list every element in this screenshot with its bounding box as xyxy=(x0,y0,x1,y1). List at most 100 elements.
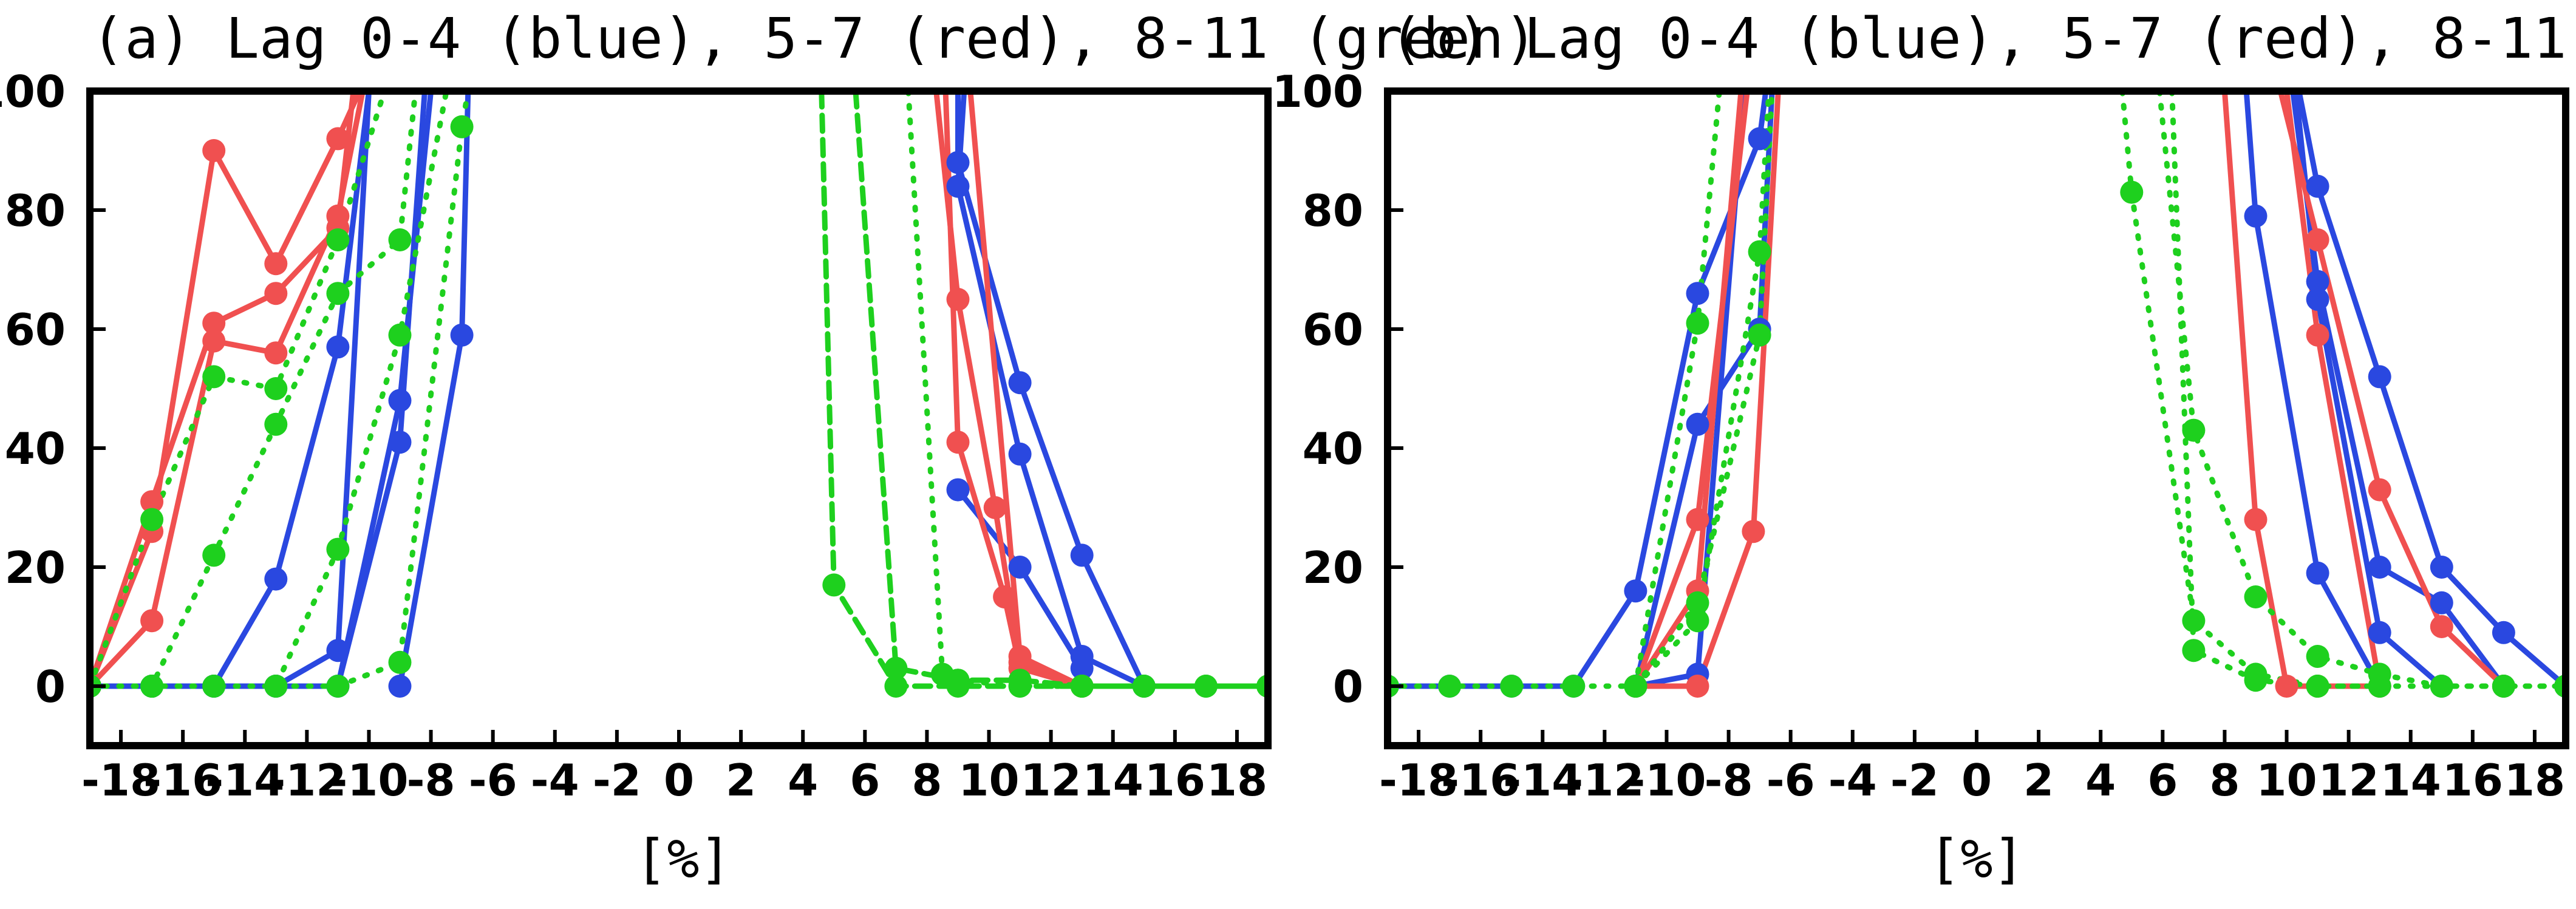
panel-a-point-green-6-1 xyxy=(884,656,908,680)
panel-a-point-green-7-2 xyxy=(946,669,970,692)
panel-a-series-group xyxy=(90,91,1268,698)
panel-b-xtick-label: 4 xyxy=(2085,755,2116,806)
panel-b-title: (b) Lag 0-4 (blue), 5-7 (red), 8-11 (gre… xyxy=(1389,6,2576,71)
panel-a-point-red-1-1 xyxy=(140,490,164,514)
panel-b-point-blue-4-2 xyxy=(2368,365,2391,389)
panel-b-series-group xyxy=(1388,91,2566,698)
panel-b-xtick-label: -2 xyxy=(1890,755,1939,806)
panel-b-ytick-label: 40 xyxy=(1303,423,1363,474)
panel-a-point-green-7-4 xyxy=(1070,675,1094,698)
panel-b-point-green-1-3 xyxy=(1562,675,1586,698)
panel-b-ytick-label: 100 xyxy=(1272,66,1363,117)
panel-b-point-green-3-0 xyxy=(1624,675,1647,698)
panel-a-point-blue-8-2 xyxy=(1070,656,1094,680)
panel-a-point-green-4-3 xyxy=(264,675,288,698)
panel-b-point-green-4-1 xyxy=(2120,180,2144,204)
panel-a-ytick-label: 100 xyxy=(0,66,66,117)
panel-a-series-line-red-2 xyxy=(90,91,363,689)
panel-b-point-red-4-3 xyxy=(2430,615,2453,638)
panel-b-point-red-6-2 xyxy=(2275,675,2298,698)
panel-b-ytick-label: 20 xyxy=(1303,542,1363,593)
panel-b-point-green-4-2 xyxy=(2182,609,2206,633)
panel-b-point-blue-6-3 xyxy=(2430,591,2453,615)
panel-a-series-line-blue-4 xyxy=(211,91,434,689)
panel-a-point-red-5-1 xyxy=(946,431,970,454)
panel-b-point-green-3-1 xyxy=(1686,591,1709,615)
panel-a-point-red-1-3 xyxy=(264,282,288,305)
panel-a-xtick-label: 14 xyxy=(1083,755,1143,806)
panel-a-xtick-label: 10 xyxy=(958,755,1019,806)
panel-a-point-red-6-1 xyxy=(1008,645,1032,668)
panel-b-point-blue-7-1 xyxy=(2306,288,2329,311)
panel-b-point-red-5-1 xyxy=(2306,323,2329,347)
panel-a-point-red-3-4 xyxy=(326,204,350,228)
panel-b-point-red-1-2 xyxy=(1742,520,1765,543)
panel-a-point-red-2-2 xyxy=(202,139,226,162)
panel-a-point-blue-4-3 xyxy=(388,389,412,412)
panel-a-title: (a) Lag 0-4 (blue), 5-7 (red), 8-11 (gre… xyxy=(91,6,1538,71)
panel-a-xtick-label: -6 xyxy=(469,755,517,806)
panel-b-point-blue-1-4 xyxy=(1624,579,1647,603)
panel-a-xtick-label: -4 xyxy=(531,755,579,806)
panel-a-series-line-green-5 xyxy=(819,91,1268,689)
panel-a-point-green-1-2 xyxy=(202,365,226,389)
panel-b-xlabel: [%] xyxy=(1929,828,2025,890)
panel-b-series-line-red-1 xyxy=(1632,91,1781,689)
panel-a-point-green-1-3 xyxy=(264,377,288,400)
panel-a-xtick-label: 0 xyxy=(664,755,694,806)
panel-b-ytick-label: 0 xyxy=(1333,661,1363,712)
panel-b-plot-frame xyxy=(1384,87,2569,749)
panel-a-point-red-4-2 xyxy=(983,496,1007,519)
panel-b-xtick-label: 6 xyxy=(2147,755,2178,806)
panel-a-xtick-label: 18 xyxy=(1207,755,1267,806)
panel-a-point-blue-6-1 xyxy=(946,151,970,174)
panel-b-point-blue-1-6 xyxy=(1748,127,1771,151)
panel-a-point-green-7-5 xyxy=(1132,675,1156,698)
panel-b-point-blue-5-1 xyxy=(2244,204,2268,228)
panel-b-point-blue-4-3 xyxy=(2430,556,2453,579)
panel-a-xtick-label: -18 xyxy=(81,755,160,806)
panel-a-point-green-1-1 xyxy=(140,508,164,531)
panel-b-xtick-label: -14 xyxy=(1503,755,1582,806)
panel-a-xtick-label: -14 xyxy=(205,755,284,806)
panel-a-point-green-5-2 xyxy=(884,675,908,698)
panel-b-point-red-1-1 xyxy=(1686,675,1709,698)
panel-a-series-line-blue-7 xyxy=(955,91,1147,689)
panel-a-point-blue-6-2 xyxy=(1008,371,1032,395)
panel-b-point-red-2-1 xyxy=(1686,508,1709,531)
panel-b-point-blue-6-1 xyxy=(2306,270,2329,293)
panel-a-ytick-label: 0 xyxy=(35,661,66,712)
panel-a-ytick-label: 20 xyxy=(5,542,66,593)
panel-a-point-red-2-4 xyxy=(326,127,350,151)
panel-b-point-green-6-4 xyxy=(2368,675,2391,698)
panel-a-point-blue-2-4 xyxy=(326,639,350,662)
panel-b-point-green-5-3 xyxy=(2306,645,2329,668)
panel-b-point-green-2-1 xyxy=(1686,609,1709,633)
panel-a-point-green-3-4 xyxy=(326,537,350,561)
panel-b-point-blue-7-2 xyxy=(2368,621,2391,644)
panel-a-xtick-label: 6 xyxy=(850,755,880,806)
panel-b-point-blue-1-5 xyxy=(1686,282,1709,305)
panel-a-point-red-3-3 xyxy=(264,341,288,365)
panel-b-xtick-label: -18 xyxy=(1379,755,1458,806)
panel-a-point-red-5-2 xyxy=(993,585,1017,608)
panel-b: (b) Lag 0-4 (blue), 5-7 (red), 8-11 (gre… xyxy=(1272,6,2576,890)
panel-b-point-green-1-5 xyxy=(1686,312,1709,335)
panel-a-point-blue-5-1 xyxy=(450,323,474,347)
panel-b-xtick-label: 18 xyxy=(2504,755,2565,806)
panel-b-xtick-label: 8 xyxy=(2209,755,2240,806)
panel-a-point-blue-1-4 xyxy=(326,335,350,359)
panel-a-xlabel: [%] xyxy=(635,828,732,890)
panel-b-xtick-label: -8 xyxy=(1705,755,1753,806)
panel-a-point-green-2-2 xyxy=(202,543,226,567)
panel-a-point-green-7-3 xyxy=(1008,675,1032,698)
panel-a-point-red-3-1 xyxy=(140,609,164,633)
panel-a-xtick-label: 2 xyxy=(726,755,756,806)
panel-b-xtick-label: -10 xyxy=(1627,755,1706,806)
panel-a-point-green-4-1 xyxy=(140,675,164,698)
panel-b-point-green-6-2 xyxy=(2244,669,2268,692)
panel-a-point-green-4-5 xyxy=(388,650,412,674)
panel-a-point-green-1-4 xyxy=(326,228,350,251)
panel-b-xtick-label: -6 xyxy=(1767,755,1815,806)
